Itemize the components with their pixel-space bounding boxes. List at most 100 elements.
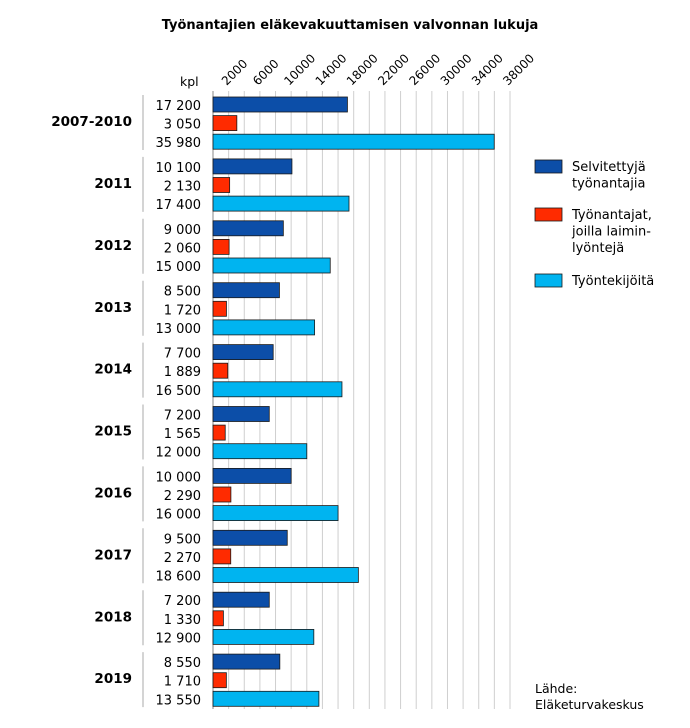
bar <box>212 381 343 398</box>
value-label: 12 900 <box>156 631 202 646</box>
category-labels: 2007-2010 2011 2012 2013 2014 2015 2016 2017 201… <box>51 95 144 708</box>
category-label: 2011 <box>94 176 132 192</box>
category-label: 2007-2010 <box>51 114 132 130</box>
value-label: 7 200 <box>164 409 201 424</box>
legend-label: Selvitettyjä <box>572 160 646 175</box>
category-label: 2012 <box>94 238 132 254</box>
x-tick-label: 10000 <box>281 51 318 88</box>
value-label: 10 000 <box>156 470 202 485</box>
legend-swatch <box>534 159 563 174</box>
value-label: 12 000 <box>156 446 202 461</box>
bar <box>212 195 350 212</box>
value-label: 8 550 <box>164 656 201 671</box>
bar <box>212 115 238 131</box>
source-label: Eläketurvakeskus <box>535 697 644 712</box>
value-label: 1 889 <box>164 365 201 380</box>
unit-label: kpl <box>180 74 199 89</box>
bar <box>212 567 359 583</box>
bar <box>212 672 227 689</box>
x-tick-label: 22000 <box>375 51 412 88</box>
bar <box>212 238 230 255</box>
x-tick-label: 2000 <box>219 57 250 88</box>
source-label: Lähde: <box>535 681 577 696</box>
bar <box>212 529 288 546</box>
bar <box>212 133 495 150</box>
bar <box>212 282 280 299</box>
value-label: 9 000 <box>164 223 201 238</box>
bar <box>212 96 348 113</box>
value-label: 17 400 <box>156 198 202 213</box>
bar <box>212 610 224 627</box>
bar <box>212 629 315 645</box>
bar <box>212 362 229 379</box>
legend-label: lyöntejä <box>572 241 624 256</box>
source-note: Lähde:Eläketurvakeskus <box>535 681 644 712</box>
category-label: 2015 <box>94 424 132 440</box>
bar <box>212 424 226 441</box>
value-label: 2 060 <box>164 241 201 256</box>
x-tick-label: 18000 <box>344 51 381 88</box>
category-label: 2018 <box>94 609 132 625</box>
value-label: 2 130 <box>164 180 201 195</box>
value-label: 7 200 <box>164 594 201 609</box>
bar <box>212 467 292 484</box>
category-label: 2017 <box>94 547 132 563</box>
x-tick-label: 14000 <box>313 51 350 88</box>
bar <box>212 158 293 175</box>
bar <box>212 257 331 274</box>
bar <box>212 591 270 608</box>
legend-label: Työntekijöitä <box>571 274 654 289</box>
legend-label: Työnantajat, <box>571 208 652 223</box>
bar <box>212 220 284 237</box>
value-label: 3 050 <box>164 118 201 133</box>
legend-swatch <box>534 273 563 288</box>
value-label: 17 200 <box>156 99 202 114</box>
value-label: 16 500 <box>156 384 202 399</box>
legend-label: työnantajia <box>572 177 645 192</box>
legend-label: joilla laimin- <box>571 225 651 240</box>
bar <box>212 653 281 670</box>
bar <box>212 443 308 460</box>
value-label: 10 100 <box>156 161 202 176</box>
bar <box>212 319 316 336</box>
value-labels: 17 200 3 050 35 980 10 100 2 130 17 400 9 000 2… <box>156 99 202 708</box>
value-label: 1 720 <box>164 303 201 318</box>
category-label: 2019 <box>94 671 132 687</box>
category-label: 2014 <box>94 362 132 378</box>
bar <box>212 486 232 503</box>
value-label: 9 500 <box>164 532 201 547</box>
value-label: 35 980 <box>156 136 202 151</box>
bars <box>212 96 495 707</box>
legend-swatch <box>534 207 563 222</box>
x-axis-ticks: 2000 6000 10000140001800022000260003000034… <box>219 51 537 88</box>
value-label: 13 550 <box>156 693 202 708</box>
x-tick-label: 34000 <box>469 51 506 88</box>
value-label: 2 270 <box>164 551 201 566</box>
category-label: 2013 <box>94 300 132 316</box>
bar <box>212 690 320 707</box>
bar <box>212 300 227 317</box>
x-tick-label: 26000 <box>406 51 443 88</box>
bar <box>212 505 339 522</box>
category-label: 2016 <box>94 486 132 502</box>
value-label: 1 330 <box>164 613 201 628</box>
x-tick-label: 30000 <box>438 51 475 88</box>
legend: Selvitettyjä työnantajia Työnantajat, joill… <box>534 159 654 289</box>
value-label: 7 700 <box>164 347 201 362</box>
value-label: 1 565 <box>164 427 201 442</box>
value-label: 2 290 <box>164 489 201 504</box>
bar <box>212 177 231 193</box>
x-tick-label: 6000 <box>250 57 281 88</box>
x-tick-label: 38000 <box>500 51 537 88</box>
bar <box>212 548 232 565</box>
value-label: 15 000 <box>156 260 202 275</box>
gridlines <box>212 91 511 709</box>
value-label: 18 600 <box>156 570 202 585</box>
chart-title: Työnantajien eläkevakuuttamisen valvonna… <box>162 18 539 33</box>
bar <box>212 406 270 422</box>
value-label: 16 000 <box>156 508 202 523</box>
value-label: 8 500 <box>164 285 201 300</box>
value-label: 13 000 <box>156 322 202 337</box>
bar <box>212 344 274 361</box>
